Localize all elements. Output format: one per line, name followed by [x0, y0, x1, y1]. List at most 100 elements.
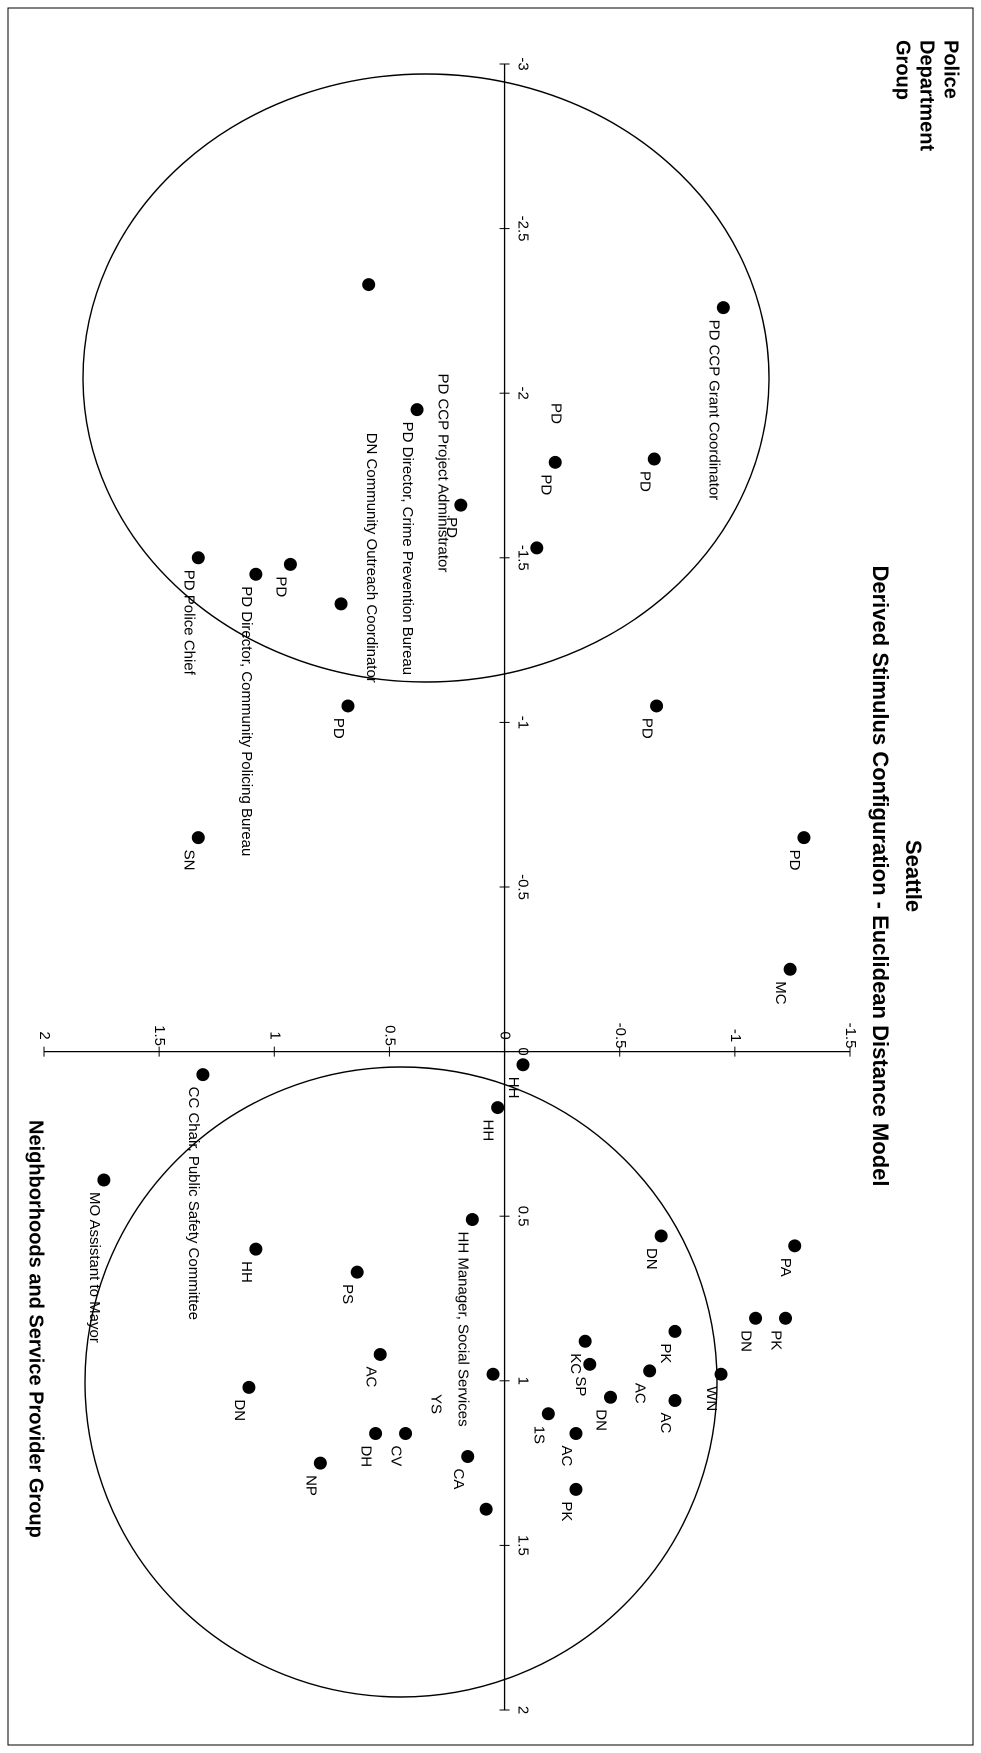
data-point-label: MC	[772, 981, 789, 1004]
data-point-label: HH	[505, 1077, 522, 1099]
data-point-label: HH	[480, 1120, 497, 1142]
x-tick-label: -2.5	[515, 216, 532, 242]
data-point-label: PD	[537, 474, 554, 495]
data-point-label: PD	[639, 718, 656, 739]
data-point	[541, 1407, 555, 1421]
x-tick-label: 1.5	[515, 1535, 532, 1556]
data-point-label: HH	[238, 1261, 255, 1283]
data-point	[249, 1242, 263, 1256]
data-point	[548, 455, 562, 469]
data-point	[583, 1357, 597, 1371]
chart-title: Seattle	[901, 840, 926, 912]
y-tick-label: 1.5	[151, 1025, 168, 1046]
data-point	[242, 1380, 256, 1394]
data-point	[465, 1212, 479, 1226]
data-point	[569, 1426, 583, 1440]
y-tick-label: 0.5	[381, 1025, 398, 1046]
data-point-label: PD	[636, 471, 653, 492]
y-tick-label: 0	[497, 1031, 514, 1039]
data-point	[716, 301, 730, 315]
annotation-label: DN Community Outreach Coordinator	[363, 433, 380, 683]
data-point	[668, 1324, 682, 1338]
y-tick-label: 1	[266, 1031, 283, 1039]
police-group-ellipse	[82, 73, 770, 683]
police-group-label-line: Department	[916, 40, 938, 151]
data-point-label: PD CCP Grant Coordinator	[705, 320, 722, 501]
data-point-label: PK	[558, 1501, 575, 1521]
data-point-label: NP	[302, 1475, 319, 1496]
data-point-label: CC Chair, Public Safety Committee	[185, 1087, 202, 1320]
data-point	[341, 699, 355, 713]
data-point-label: CV	[388, 1445, 405, 1466]
data-point-label: WN	[703, 1386, 720, 1411]
data-point	[410, 403, 424, 417]
data-point	[516, 1058, 530, 1072]
data-point	[350, 1265, 364, 1279]
data-point-label: DN	[738, 1330, 755, 1352]
data-point-label: PD Police Chief	[180, 570, 197, 676]
data-point-label: 1S	[530, 1426, 547, 1444]
data-point	[749, 1311, 763, 1325]
data-point-label: PK	[768, 1330, 785, 1350]
data-point	[783, 962, 797, 976]
data-point	[788, 1239, 802, 1253]
data-point	[249, 567, 263, 581]
data-point-label: MO Assistant to Mayor	[86, 1192, 103, 1343]
data-point	[578, 1334, 592, 1348]
data-point	[569, 1482, 583, 1496]
x-tick-label: 0.5	[515, 1206, 532, 1227]
data-point	[191, 551, 205, 565]
x-tick-label: -1	[515, 716, 532, 729]
data-point-label: PD	[786, 850, 803, 871]
y-tick-label: -1	[727, 1029, 744, 1042]
annotation-label: PD	[547, 403, 564, 424]
data-point	[654, 1229, 668, 1243]
police-group-label-line: Police	[940, 40, 962, 99]
data-point-label: KC	[567, 1353, 584, 1374]
data-point	[668, 1394, 682, 1408]
data-point	[491, 1101, 505, 1115]
data-point	[313, 1456, 327, 1470]
x-tick-label: 1	[515, 1377, 532, 1385]
y-tick-label: -1.5	[842, 1023, 859, 1049]
data-point-label: AC	[362, 1366, 379, 1387]
data-point-label: DH	[358, 1445, 375, 1467]
data-point	[479, 1502, 493, 1516]
data-point	[369, 1426, 383, 1440]
annotation-label: PD CCP Project Administrator	[434, 373, 451, 572]
data-point	[373, 1347, 387, 1361]
data-point	[604, 1390, 618, 1404]
x-tick-label: -1.5	[515, 545, 532, 571]
data-point	[283, 557, 297, 571]
police-group-label-line: Group	[892, 40, 914, 100]
data-point	[530, 541, 544, 555]
data-point-label: PD Director, Crime Prevention Bureau	[399, 422, 416, 675]
x-tick-label: -3	[515, 57, 532, 70]
data-point	[714, 1367, 728, 1381]
data-point-label: DN	[593, 1409, 610, 1431]
data-point-label: PD	[330, 718, 347, 739]
chart-subtitle: Derived Stimulus Configuration - Euclide…	[868, 566, 893, 1187]
chart-frame	[7, 7, 974, 1746]
data-point-label: PA	[777, 1258, 794, 1277]
annotation-label: YS	[428, 1394, 445, 1414]
data-point-label: PD	[272, 576, 289, 597]
data-point	[191, 831, 205, 845]
data-point-label: CA	[450, 1469, 467, 1490]
data-point	[779, 1311, 793, 1325]
data-point	[650, 699, 664, 713]
data-point-label: PK	[657, 1343, 674, 1363]
y-tick-label: 2	[36, 1031, 53, 1039]
x-tick-label: -2	[515, 387, 532, 400]
neighborhood-group-label: Neighborhoods and Service Provider Group	[25, 1120, 47, 1538]
data-point-label: DN	[643, 1248, 660, 1270]
data-point	[797, 831, 811, 845]
x-tick-label: -0.5	[515, 874, 532, 900]
y-tick-label: -0.5	[612, 1023, 629, 1049]
data-point-label: AC	[657, 1413, 674, 1434]
data-point-label: PD Director, Community Policing Bureau	[238, 586, 255, 856]
data-point	[334, 597, 348, 611]
data-point	[454, 498, 468, 512]
data-point-label: AC	[558, 1445, 575, 1466]
